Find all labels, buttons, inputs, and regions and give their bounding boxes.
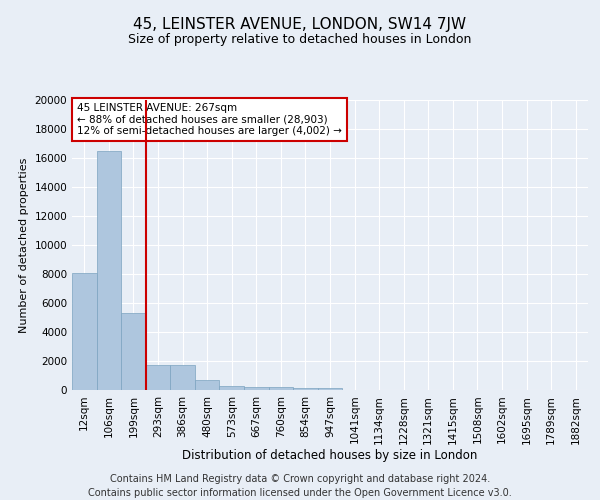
X-axis label: Distribution of detached houses by size in London: Distribution of detached houses by size …: [182, 449, 478, 462]
Bar: [72, 272, 97, 390]
Text: 45 LEINSTER AVENUE: 267sqm
← 88% of detached houses are smaller (28,903)
12% of : 45 LEINSTER AVENUE: 267sqm ← 88% of deta…: [77, 103, 342, 136]
Text: 45, LEINSTER AVENUE, LONDON, SW14 7JW: 45, LEINSTER AVENUE, LONDON, SW14 7JW: [133, 18, 467, 32]
Bar: [97, 151, 121, 390]
Y-axis label: Number of detached properties: Number of detached properties: [19, 158, 29, 332]
Bar: [195, 380, 220, 390]
Bar: [318, 388, 342, 390]
Bar: [293, 388, 318, 390]
Bar: [121, 313, 146, 390]
Bar: [244, 387, 269, 390]
Bar: [170, 364, 195, 390]
Bar: [269, 388, 293, 390]
Text: Size of property relative to detached houses in London: Size of property relative to detached ho…: [128, 32, 472, 46]
Text: Contains HM Land Registry data © Crown copyright and database right 2024.
Contai: Contains HM Land Registry data © Crown c…: [88, 474, 512, 498]
Bar: [146, 364, 170, 390]
Bar: [220, 386, 244, 390]
